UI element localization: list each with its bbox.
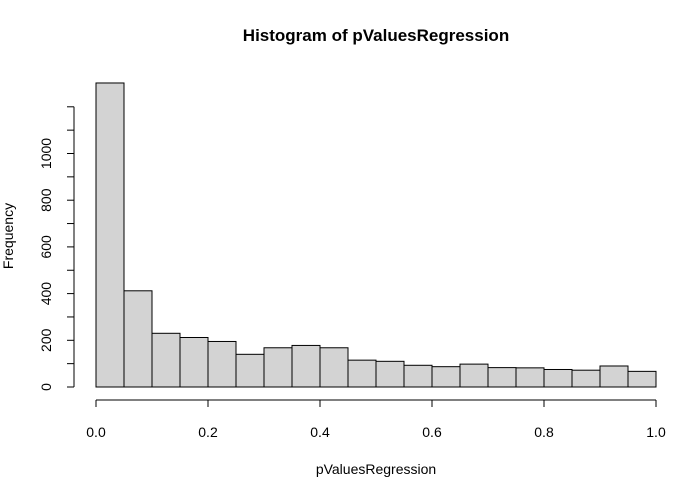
histogram-bar: [459, 363, 489, 388]
histogram-bar: [347, 359, 377, 388]
x-tick-label: 0.2: [198, 424, 218, 440]
histogram-bar: [319, 347, 349, 388]
histogram-bar: [515, 367, 545, 388]
histogram-bar: [235, 353, 265, 388]
histogram-bar: [403, 364, 433, 388]
x-axis: 0.0 0.2 0.4 0.6 0.8 1.0: [86, 399, 666, 440]
histogram-bar: [95, 82, 125, 388]
y-tick-label: 400: [38, 282, 54, 306]
y-axis-label: Frequency: [0, 203, 16, 269]
histogram-bar: [599, 365, 629, 388]
y-tick-label: 200: [38, 328, 54, 352]
histogram-bar: [431, 366, 461, 388]
x-tick-label: 1.0: [646, 424, 666, 440]
histogram-bar: [543, 368, 573, 388]
y-tick-label: 0: [38, 383, 54, 391]
histogram-bar: [627, 370, 657, 388]
histogram-bar: [151, 332, 181, 388]
histogram-bar: [179, 336, 209, 388]
histogram-bar: [291, 344, 321, 388]
x-axis-label: pValuesRegression: [316, 461, 436, 477]
y-tick-label: 600: [38, 235, 54, 259]
histogram-bar: [571, 369, 601, 388]
y-tick-label: 1000: [38, 138, 54, 169]
y-axis: 0 200 400 600 800 1000: [38, 106, 75, 391]
x-tick-label: 0.0: [86, 424, 106, 440]
y-tick-label: 800: [38, 188, 54, 212]
bars: [95, 82, 657, 388]
x-tick-label: 0.6: [422, 424, 442, 440]
histogram-bar: [207, 340, 237, 388]
histogram-bar: [123, 290, 153, 388]
x-tick-label: 0.8: [534, 424, 554, 440]
histogram-bar: [375, 360, 405, 388]
chart-title: Histogram of pValuesRegression: [243, 26, 509, 45]
histogram-bar: [263, 347, 293, 388]
x-tick-label: 0.4: [310, 424, 330, 440]
histogram-bar: [487, 367, 517, 388]
